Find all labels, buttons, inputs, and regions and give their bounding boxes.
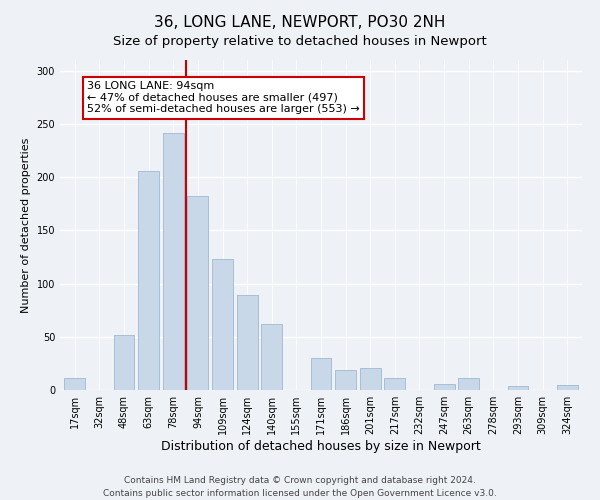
Bar [557,384,578,390]
Bar [236,296,257,390]
Bar [311,358,331,390]
X-axis label: Distribution of detached houses by size in Newport: Distribution of detached houses by size … [161,440,481,453]
Text: Size of property relative to detached houses in Newport: Size of property relative to detached ho… [113,35,487,48]
Bar [385,378,406,390]
Bar [508,386,529,390]
Bar [138,170,159,390]
Bar [434,384,455,390]
Text: 36 LONG LANE: 94sqm
← 47% of detached houses are smaller (497)
52% of semi-detac: 36 LONG LANE: 94sqm ← 47% of detached ho… [87,82,360,114]
Bar [212,259,233,390]
Bar [64,378,85,390]
Bar [458,378,479,390]
Text: 36, LONG LANE, NEWPORT, PO30 2NH: 36, LONG LANE, NEWPORT, PO30 2NH [154,15,446,30]
Bar [261,324,282,390]
Bar [335,370,356,390]
Text: Contains HM Land Registry data © Crown copyright and database right 2024.
Contai: Contains HM Land Registry data © Crown c… [103,476,497,498]
Bar [187,196,208,390]
Bar [113,334,134,390]
Y-axis label: Number of detached properties: Number of detached properties [21,138,31,312]
Bar [163,134,184,390]
Bar [360,368,381,390]
